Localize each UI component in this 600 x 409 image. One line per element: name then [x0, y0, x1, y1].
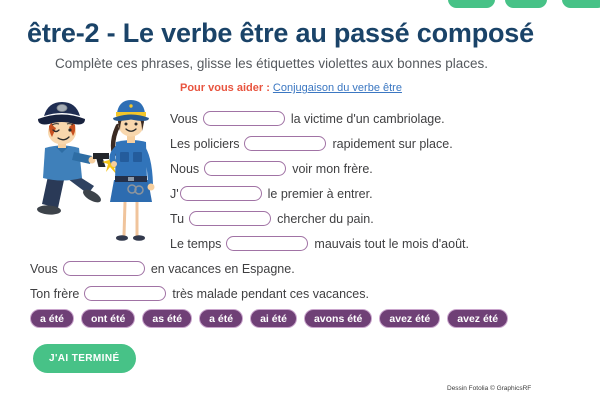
done-button[interactable]: J'AI TERMINÉ: [33, 344, 136, 373]
answer-tag-6[interactable]: avons été: [303, 309, 373, 328]
answer-blank-3[interactable]: [204, 161, 287, 176]
answer-blank-2[interactable]: [244, 136, 327, 151]
answer-tag-5[interactable]: ai été: [250, 309, 297, 328]
answer-blank-8[interactable]: [84, 286, 167, 301]
answer-blank-6[interactable]: [226, 236, 309, 251]
sentence-6-after: mauvais tout le mois d'août.: [314, 236, 469, 251]
sentence-row-8: Ton frère très malade pendant ces vacanc…: [30, 285, 369, 302]
sentence-8-after: très malade pendant ces vacances.: [172, 286, 369, 301]
sentence-row-7: Vous en vacances en Espagne.: [30, 260, 295, 277]
sentence-3-after: voir mon frère.: [292, 161, 373, 176]
female-officer-drawing: [109, 100, 155, 241]
sentence-5-after: chercher du pain.: [277, 211, 374, 226]
conjugation-link[interactable]: Conjugaison du verbe être: [272, 82, 402, 94]
answer-blank-7[interactable]: [62, 261, 145, 276]
help-label: Pour vous aider :: [180, 82, 270, 94]
sentence-6-before: Le temps: [170, 236, 222, 251]
sentence-row-3: Nous voir mon frère.: [170, 160, 373, 177]
page-title: être-2 - Le verbe être au passé composé: [27, 18, 534, 48]
sentence-4-before: J': [170, 186, 179, 201]
sentence-5-before: Tu: [170, 211, 185, 226]
sentence-3-before: Nous: [170, 161, 200, 176]
answer-blank-5[interactable]: [189, 211, 272, 226]
top-nav-pill-3[interactable]: [562, 0, 600, 8]
credit-text: Dessin Fotolia © GraphicsRF: [447, 385, 532, 392]
sentence-2-after: rapidement sur place.: [332, 136, 453, 151]
sentence-row-6: Le temps mauvais tout le mois d'août.: [170, 235, 469, 252]
sentence-1-after: la victime d'un cambriolage.: [290, 111, 445, 126]
male-officer-drawing: [37, 102, 122, 215]
sentence-7-before: Vous: [30, 261, 58, 276]
tag-bank: a été ont été as été a été ai été avons …: [30, 309, 509, 328]
sentence-row-1: Vous la victime d'un cambriolage.: [170, 110, 445, 127]
sentence-2-before: Les policiers: [170, 136, 240, 151]
instructions-text: Complète ces phrases, glisse les étiquet…: [55, 56, 488, 71]
top-nav-pill-2[interactable]: [505, 0, 547, 8]
answer-tag-7[interactable]: avez été: [379, 309, 441, 328]
answer-blank-4[interactable]: [179, 186, 262, 201]
answer-blank-1[interactable]: [202, 111, 285, 126]
help-line: Pour vous aider : Conjugaison du verbe ê…: [180, 82, 402, 94]
sentence-4-after: le premier à entrer.: [267, 186, 373, 201]
answer-tag-8[interactable]: avez été: [447, 309, 509, 328]
sentence-row-2: Les policiers rapidement sur place.: [170, 135, 453, 152]
sentence-row-4: J' le premier à entrer.: [170, 185, 373, 202]
top-nav-pill-1[interactable]: [448, 0, 495, 8]
sentence-7-after: en vacances en Espagne.: [150, 261, 295, 276]
sentence-1-before: Vous: [170, 111, 198, 126]
sentence-8-before: Ton frère: [30, 286, 80, 301]
sentence-row-5: Tu chercher du pain.: [170, 210, 374, 227]
answer-tag-3[interactable]: as été: [142, 309, 193, 328]
police-officers-illustration: [37, 100, 155, 241]
answer-tag-4[interactable]: a été: [199, 309, 244, 328]
answer-tag-1[interactable]: a été: [30, 309, 74, 328]
answer-tag-2[interactable]: ont été: [80, 309, 136, 328]
